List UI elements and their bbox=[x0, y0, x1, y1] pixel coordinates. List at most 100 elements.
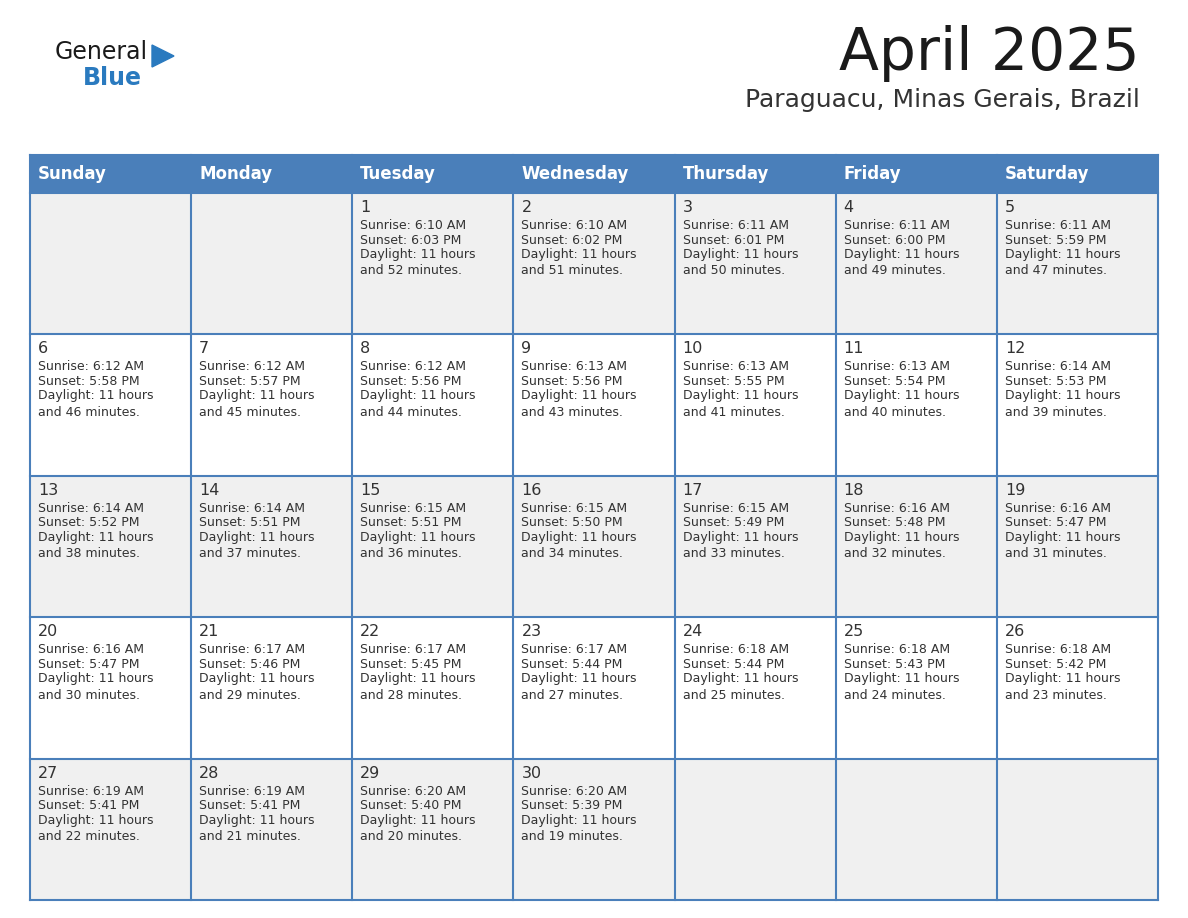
Text: Daylight: 11 hours
and 27 minutes.: Daylight: 11 hours and 27 minutes. bbox=[522, 672, 637, 701]
Text: 4: 4 bbox=[843, 200, 854, 215]
Text: 18: 18 bbox=[843, 483, 864, 498]
Text: Sunrise: 6:13 AM: Sunrise: 6:13 AM bbox=[843, 361, 949, 374]
Text: Sunset: 5:51 PM: Sunset: 5:51 PM bbox=[200, 516, 301, 530]
Text: 9: 9 bbox=[522, 341, 531, 356]
Text: Sunset: 5:45 PM: Sunset: 5:45 PM bbox=[360, 657, 462, 671]
Text: Sunset: 5:40 PM: Sunset: 5:40 PM bbox=[360, 799, 462, 812]
Text: Daylight: 11 hours
and 21 minutes.: Daylight: 11 hours and 21 minutes. bbox=[200, 813, 315, 843]
Text: Daylight: 11 hours
and 23 minutes.: Daylight: 11 hours and 23 minutes. bbox=[1005, 672, 1120, 701]
Text: Thursday: Thursday bbox=[683, 165, 769, 183]
Text: Daylight: 11 hours
and 22 minutes.: Daylight: 11 hours and 22 minutes. bbox=[38, 813, 153, 843]
Text: Sunrise: 6:20 AM: Sunrise: 6:20 AM bbox=[522, 785, 627, 798]
Text: Daylight: 11 hours
and 41 minutes.: Daylight: 11 hours and 41 minutes. bbox=[683, 389, 798, 419]
Text: 22: 22 bbox=[360, 624, 380, 639]
Text: Sunrise: 6:16 AM: Sunrise: 6:16 AM bbox=[1005, 502, 1111, 515]
Text: Sunrise: 6:18 AM: Sunrise: 6:18 AM bbox=[1005, 644, 1111, 656]
Text: Sunset: 5:56 PM: Sunset: 5:56 PM bbox=[360, 375, 462, 388]
Text: General: General bbox=[55, 40, 148, 64]
Bar bbox=[30, 155, 1158, 193]
Text: Daylight: 11 hours
and 49 minutes.: Daylight: 11 hours and 49 minutes. bbox=[843, 248, 959, 277]
Text: Sunrise: 6:16 AM: Sunrise: 6:16 AM bbox=[843, 502, 949, 515]
Text: Sunrise: 6:10 AM: Sunrise: 6:10 AM bbox=[360, 219, 467, 232]
Text: Sunrise: 6:12 AM: Sunrise: 6:12 AM bbox=[38, 361, 144, 374]
Text: Sunrise: 6:16 AM: Sunrise: 6:16 AM bbox=[38, 644, 144, 656]
Text: Sunrise: 6:14 AM: Sunrise: 6:14 AM bbox=[200, 502, 305, 515]
Text: Daylight: 11 hours
and 36 minutes.: Daylight: 11 hours and 36 minutes. bbox=[360, 531, 475, 560]
Text: Sunset: 5:46 PM: Sunset: 5:46 PM bbox=[200, 657, 301, 671]
Text: Daylight: 11 hours
and 20 minutes.: Daylight: 11 hours and 20 minutes. bbox=[360, 813, 475, 843]
Text: Daylight: 11 hours
and 33 minutes.: Daylight: 11 hours and 33 minutes. bbox=[683, 531, 798, 560]
Text: Daylight: 11 hours
and 31 minutes.: Daylight: 11 hours and 31 minutes. bbox=[1005, 531, 1120, 560]
Text: Sunset: 5:47 PM: Sunset: 5:47 PM bbox=[1005, 516, 1106, 530]
Text: Sunset: 5:43 PM: Sunset: 5:43 PM bbox=[843, 657, 946, 671]
Text: Daylight: 11 hours
and 38 minutes.: Daylight: 11 hours and 38 minutes. bbox=[38, 531, 153, 560]
Text: Sunset: 5:53 PM: Sunset: 5:53 PM bbox=[1005, 375, 1106, 388]
Text: Sunrise: 6:12 AM: Sunrise: 6:12 AM bbox=[360, 361, 466, 374]
Text: Sunset: 5:57 PM: Sunset: 5:57 PM bbox=[200, 375, 301, 388]
Text: April 2025: April 2025 bbox=[840, 25, 1140, 82]
Text: Sunrise: 6:14 AM: Sunrise: 6:14 AM bbox=[38, 502, 144, 515]
Text: Daylight: 11 hours
and 29 minutes.: Daylight: 11 hours and 29 minutes. bbox=[200, 672, 315, 701]
Text: 30: 30 bbox=[522, 766, 542, 780]
Text: Sunset: 5:51 PM: Sunset: 5:51 PM bbox=[360, 516, 462, 530]
Text: 29: 29 bbox=[360, 766, 380, 780]
Text: 24: 24 bbox=[683, 624, 703, 639]
Text: 1: 1 bbox=[360, 200, 371, 215]
Text: 28: 28 bbox=[200, 766, 220, 780]
Text: Daylight: 11 hours
and 32 minutes.: Daylight: 11 hours and 32 minutes. bbox=[843, 531, 959, 560]
Text: Sunrise: 6:20 AM: Sunrise: 6:20 AM bbox=[360, 785, 467, 798]
Text: Friday: Friday bbox=[843, 165, 902, 183]
Text: Daylight: 11 hours
and 43 minutes.: Daylight: 11 hours and 43 minutes. bbox=[522, 389, 637, 419]
Text: Sunset: 6:00 PM: Sunset: 6:00 PM bbox=[843, 233, 946, 247]
Text: Daylight: 11 hours
and 24 minutes.: Daylight: 11 hours and 24 minutes. bbox=[843, 672, 959, 701]
Text: 6: 6 bbox=[38, 341, 49, 356]
Text: Daylight: 11 hours
and 46 minutes.: Daylight: 11 hours and 46 minutes. bbox=[38, 389, 153, 419]
Text: 13: 13 bbox=[38, 483, 58, 498]
Bar bbox=[30, 193, 1158, 334]
Text: Sunset: 5:39 PM: Sunset: 5:39 PM bbox=[522, 799, 623, 812]
Text: Sunrise: 6:11 AM: Sunrise: 6:11 AM bbox=[683, 219, 789, 232]
Text: Daylight: 11 hours
and 25 minutes.: Daylight: 11 hours and 25 minutes. bbox=[683, 672, 798, 701]
Text: Sunday: Sunday bbox=[38, 165, 107, 183]
Text: Sunrise: 6:13 AM: Sunrise: 6:13 AM bbox=[522, 361, 627, 374]
Text: Sunrise: 6:15 AM: Sunrise: 6:15 AM bbox=[522, 502, 627, 515]
Text: Wednesday: Wednesday bbox=[522, 165, 628, 183]
Text: Sunset: 5:48 PM: Sunset: 5:48 PM bbox=[843, 516, 946, 530]
Text: Sunset: 5:56 PM: Sunset: 5:56 PM bbox=[522, 375, 623, 388]
Text: Sunset: 5:44 PM: Sunset: 5:44 PM bbox=[522, 657, 623, 671]
Text: Sunrise: 6:10 AM: Sunrise: 6:10 AM bbox=[522, 219, 627, 232]
Text: 3: 3 bbox=[683, 200, 693, 215]
Text: Paraguacu, Minas Gerais, Brazil: Paraguacu, Minas Gerais, Brazil bbox=[745, 88, 1140, 112]
Text: 7: 7 bbox=[200, 341, 209, 356]
Text: Sunrise: 6:17 AM: Sunrise: 6:17 AM bbox=[200, 644, 305, 656]
Text: Daylight: 11 hours
and 51 minutes.: Daylight: 11 hours and 51 minutes. bbox=[522, 248, 637, 277]
Text: 19: 19 bbox=[1005, 483, 1025, 498]
Text: 12: 12 bbox=[1005, 341, 1025, 356]
Text: Sunrise: 6:12 AM: Sunrise: 6:12 AM bbox=[200, 361, 305, 374]
Bar bbox=[30, 334, 1158, 476]
Text: Daylight: 11 hours
and 34 minutes.: Daylight: 11 hours and 34 minutes. bbox=[522, 531, 637, 560]
Text: Sunrise: 6:14 AM: Sunrise: 6:14 AM bbox=[1005, 361, 1111, 374]
Bar bbox=[30, 758, 1158, 900]
Text: Sunset: 5:55 PM: Sunset: 5:55 PM bbox=[683, 375, 784, 388]
Text: Sunset: 5:47 PM: Sunset: 5:47 PM bbox=[38, 657, 139, 671]
Text: Sunset: 6:02 PM: Sunset: 6:02 PM bbox=[522, 233, 623, 247]
Text: Sunset: 5:59 PM: Sunset: 5:59 PM bbox=[1005, 233, 1106, 247]
Text: Sunset: 5:44 PM: Sunset: 5:44 PM bbox=[683, 657, 784, 671]
Text: Sunrise: 6:15 AM: Sunrise: 6:15 AM bbox=[683, 502, 789, 515]
Text: 20: 20 bbox=[38, 624, 58, 639]
Text: 25: 25 bbox=[843, 624, 864, 639]
Text: Sunset: 5:49 PM: Sunset: 5:49 PM bbox=[683, 516, 784, 530]
Bar bbox=[30, 617, 1158, 758]
Text: Tuesday: Tuesday bbox=[360, 165, 436, 183]
Text: 14: 14 bbox=[200, 483, 220, 498]
Bar bbox=[30, 476, 1158, 617]
Text: Sunrise: 6:17 AM: Sunrise: 6:17 AM bbox=[360, 644, 467, 656]
Text: Sunrise: 6:13 AM: Sunrise: 6:13 AM bbox=[683, 361, 789, 374]
Text: Blue: Blue bbox=[83, 66, 143, 90]
Text: 10: 10 bbox=[683, 341, 703, 356]
Text: Sunrise: 6:17 AM: Sunrise: 6:17 AM bbox=[522, 644, 627, 656]
Text: 5: 5 bbox=[1005, 200, 1015, 215]
Text: Daylight: 11 hours
and 30 minutes.: Daylight: 11 hours and 30 minutes. bbox=[38, 672, 153, 701]
Text: Sunset: 5:41 PM: Sunset: 5:41 PM bbox=[200, 799, 301, 812]
